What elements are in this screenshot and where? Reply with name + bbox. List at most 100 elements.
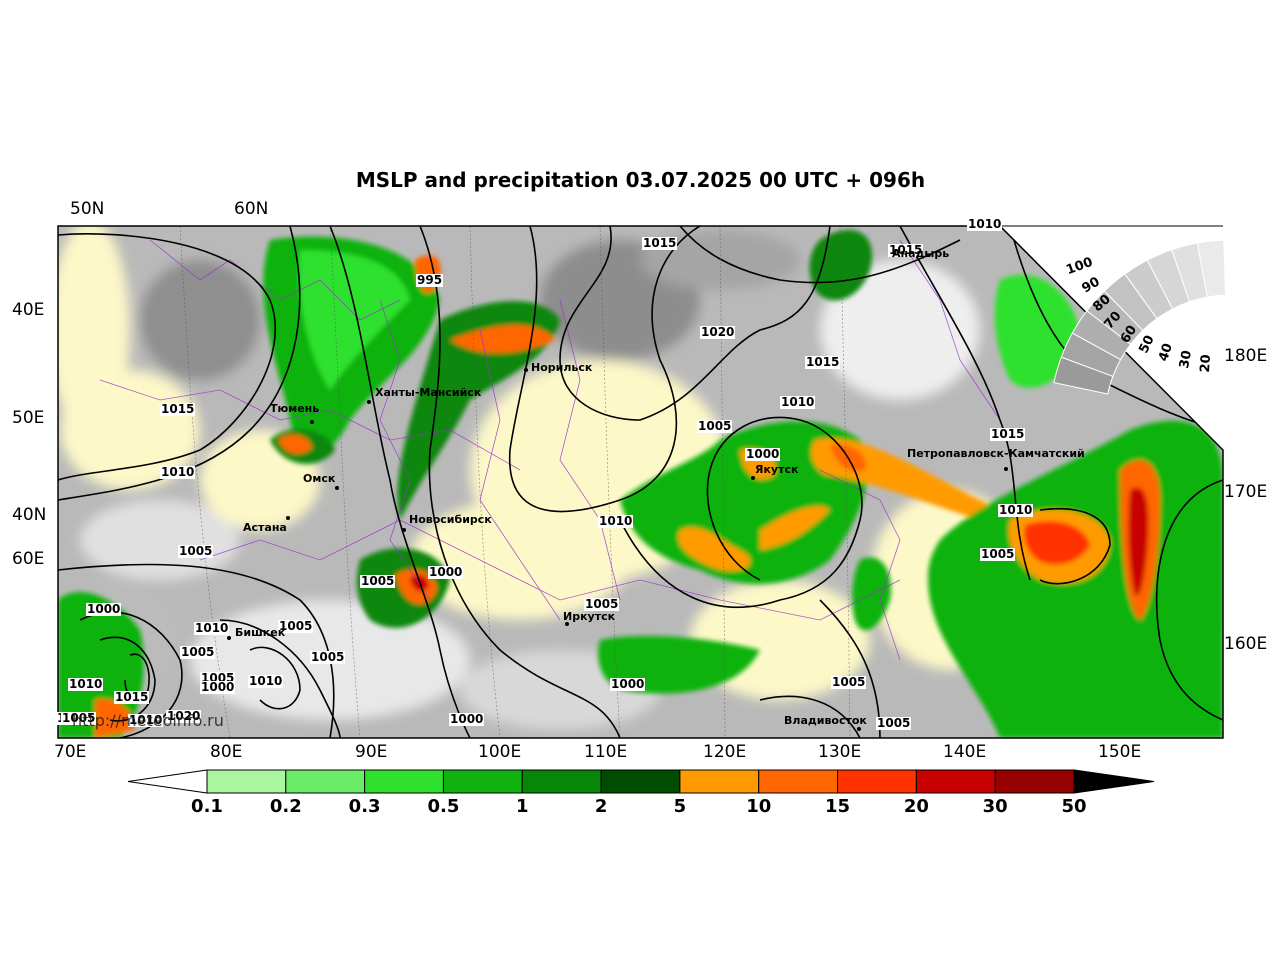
isobar-label: 1005: [584, 597, 620, 611]
city-marker: [402, 528, 406, 532]
city-label: Якутск: [755, 463, 799, 476]
isobar-label: 1005: [980, 547, 1016, 561]
colorbar-tick-label: 30: [982, 796, 1008, 817]
isobar-label: 1000: [745, 447, 781, 461]
watermark: http://meteoinfo.ru: [72, 711, 224, 730]
isobar-label: 1010: [128, 713, 164, 727]
colorbar-tick-label: 15: [825, 796, 851, 817]
city-label: Норильск: [531, 361, 593, 374]
city-label: Тюмень: [270, 402, 320, 415]
colorbar-swatch: [915, 769, 996, 794]
isobar-label: 1015: [888, 243, 924, 257]
isobar-label: 1000: [449, 712, 485, 726]
isobar-label: 1000: [86, 602, 122, 616]
city-label: Омск: [303, 472, 336, 485]
city-marker: [1004, 467, 1008, 471]
colorbar-high-arrow: [1073, 769, 1155, 794]
isobar-label: 1005: [178, 544, 214, 558]
colorbar-swatch: [442, 769, 523, 794]
city-label: Новосибирск: [409, 513, 492, 526]
city-label: Петропавловск-Камчатский: [907, 447, 1085, 460]
city-marker: [857, 727, 861, 731]
wind-scale-label: 20: [1197, 353, 1215, 374]
colorbar: [127, 769, 1155, 794]
isobar-label: 1005: [310, 650, 346, 664]
colorbar-swatch: [364, 769, 444, 794]
graticule: [179, 226, 851, 738]
isobar-label: 1020: [166, 709, 202, 723]
isobar-label: 1010: [68, 677, 104, 691]
colorbar-swatch: [600, 769, 681, 794]
city-marker: [286, 516, 290, 520]
chart-title: MSLP and precipitation 03.07.2025 00 UTC…: [355, 168, 926, 192]
city-label: Бишкек: [235, 626, 286, 639]
map-area: [58, 226, 1223, 738]
city-marker: [310, 420, 314, 424]
city-marker: [751, 476, 755, 480]
city-label: Астана: [243, 521, 287, 534]
isobar-label: 1015: [114, 690, 150, 704]
isobar-label: 1010: [967, 217, 1003, 231]
axis-label: 180E: [1224, 346, 1268, 366]
isobar-label: 1015: [805, 355, 841, 369]
colorbar-swatch: [521, 769, 602, 794]
city-marker: [565, 622, 569, 626]
axis-label: 60E: [12, 549, 45, 569]
isobar-label: 1015: [160, 402, 196, 416]
colorbar-tick-label: 0.2: [269, 796, 302, 817]
wind-scale-segment: [1196, 239, 1227, 298]
colorbar-swatch: [994, 769, 1075, 794]
axis-label: 50E: [12, 408, 45, 428]
axis-label: 120E: [703, 742, 747, 762]
isobar-label: 1005: [278, 619, 314, 633]
isobar-label: 1000: [200, 680, 236, 694]
isobar-label: 1010: [194, 621, 230, 635]
colorbar-tick-label: 10: [746, 796, 772, 817]
colorbar-tick-label: 0.1: [191, 796, 223, 817]
isobar-label: 1010: [780, 395, 816, 409]
colorbar-swatch: [679, 769, 760, 794]
axis-label: 40E: [12, 300, 45, 320]
isobar-label: 1000: [428, 565, 464, 579]
colorbar-swatch: [758, 769, 839, 794]
city-label: Анадырь: [892, 247, 950, 260]
colorbar-tick-label: 0.5: [427, 796, 460, 817]
isobar-label: 1010: [160, 465, 196, 479]
axis-label: 90E: [355, 742, 388, 762]
isobar-label: 1005: [831, 675, 867, 689]
isobar-label: 1010: [248, 674, 284, 688]
colorbar-swatch: [837, 769, 917, 794]
wind-scale-label: 30: [1177, 349, 1196, 370]
map-frame: [57, 225, 1224, 739]
colorbar-swatch: [285, 769, 366, 794]
isobar-label: 1000: [610, 677, 646, 691]
axis-label: 110E: [584, 742, 628, 762]
axis-label: 140E: [943, 742, 987, 762]
colorbar-tick-label: 0.3: [348, 796, 381, 817]
isobar-label: 995: [416, 273, 444, 287]
colorbar-tick-label: 50: [1061, 796, 1087, 817]
city-marker: [227, 636, 231, 640]
isobar-label: 1010: [598, 514, 634, 528]
colorbar-swatch: [206, 769, 287, 794]
colorbar-low-arrow: [127, 769, 208, 794]
wind-scale-wheel: [1053, 239, 1227, 395]
axis-label: 160E: [1224, 634, 1268, 654]
city-label: Владивосток: [784, 714, 867, 727]
city-marker: [367, 400, 371, 404]
admin-borders: [99, 239, 1001, 661]
city-label: Иркутск: [563, 610, 616, 623]
isobar-label: 1005: [697, 419, 733, 433]
city-marker: [524, 368, 528, 372]
colorbar-tick-label: 1: [516, 796, 529, 817]
isobar-label: 1005: [876, 716, 912, 730]
axis-label: 80E: [210, 742, 243, 762]
isobar-label: 1015: [642, 236, 678, 250]
city-label: Ханты-Мансийск: [375, 386, 482, 399]
isobar-label: 1005: [360, 574, 396, 588]
axis-label: 70E: [54, 742, 87, 762]
isobar-label: 1010: [998, 503, 1034, 517]
isobar-label: 1005: [180, 645, 216, 659]
colorbar-tick-label: 5: [673, 796, 687, 817]
axis-label: 50N: [70, 199, 105, 219]
